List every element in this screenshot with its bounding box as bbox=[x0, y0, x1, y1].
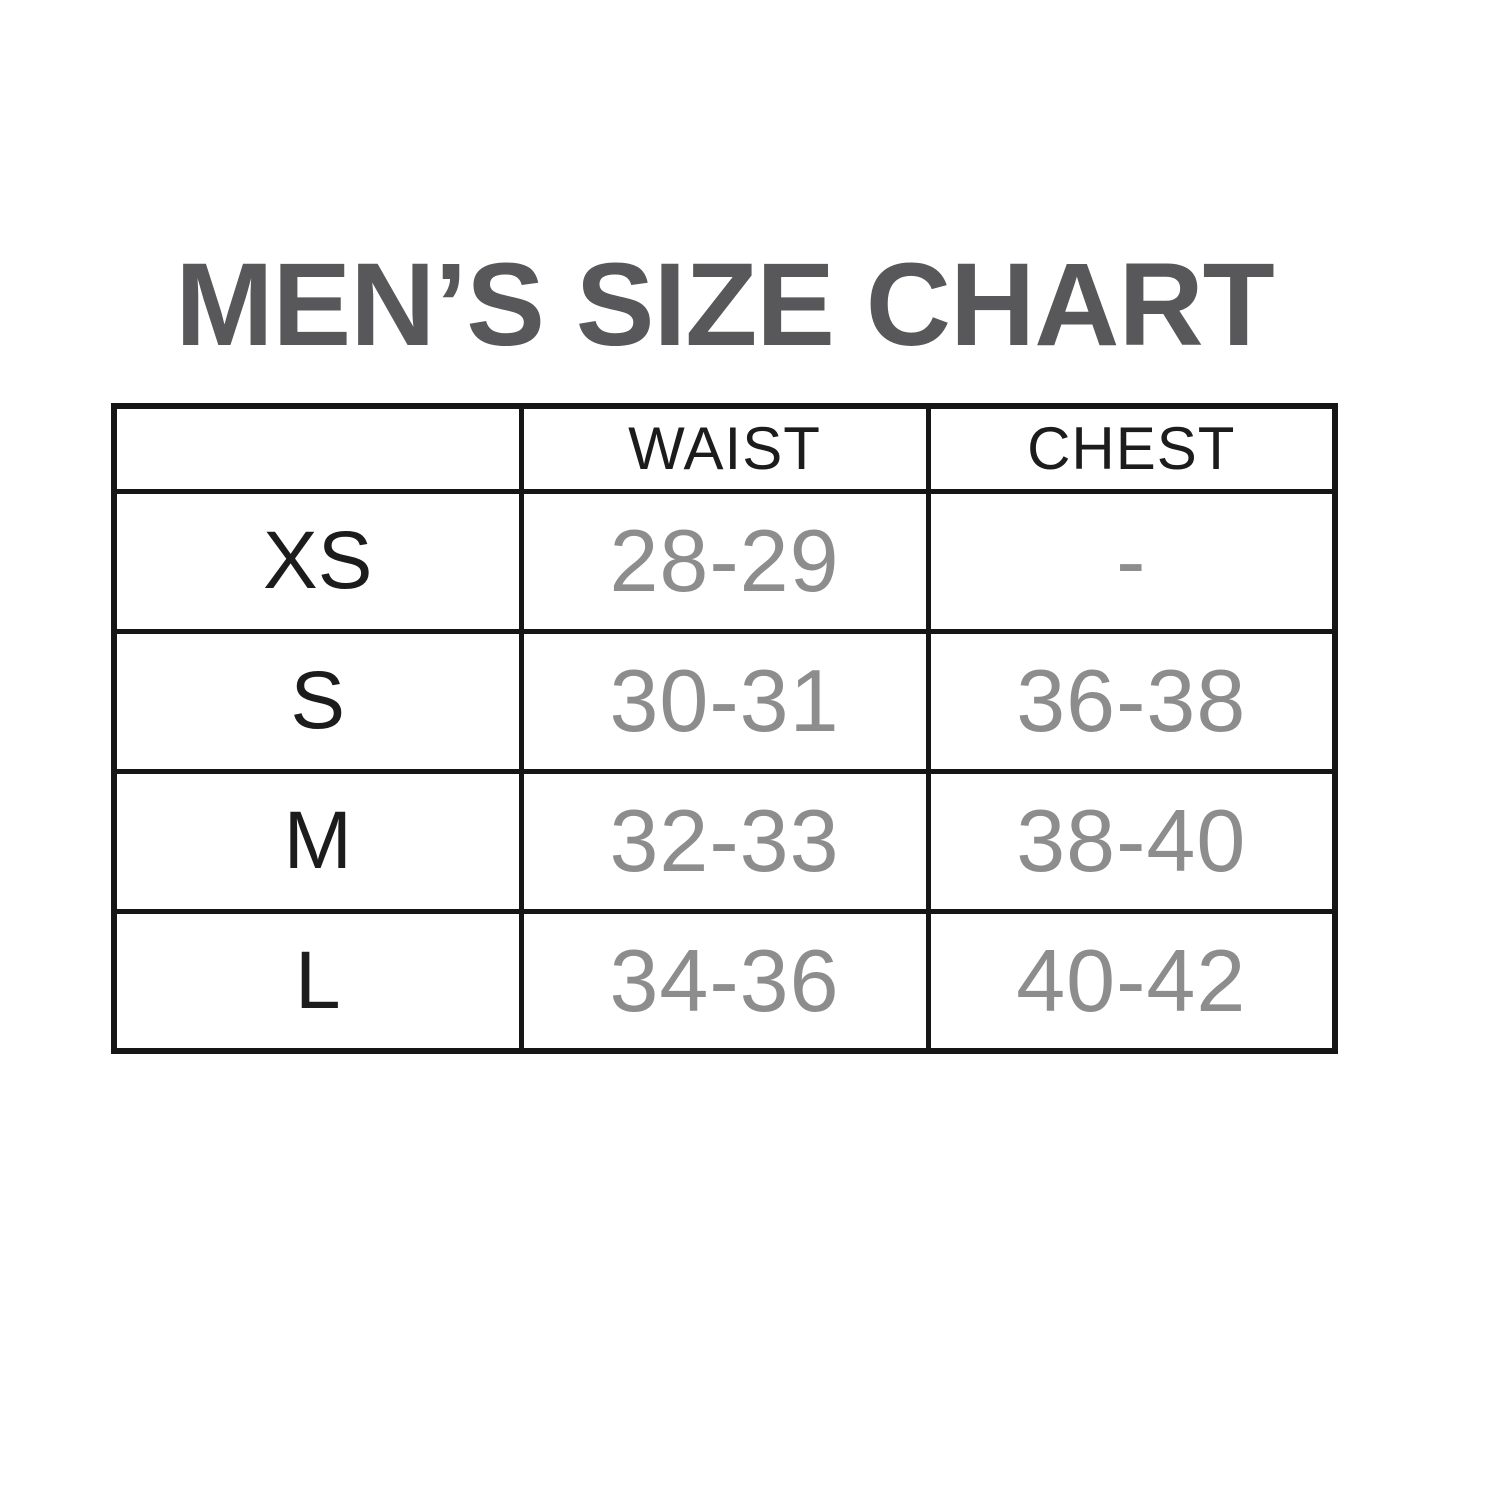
size-label: XS bbox=[111, 488, 524, 634]
table-row: M 32-33 38-40 bbox=[111, 768, 1338, 914]
chest-value: 38-40 bbox=[925, 768, 1338, 914]
table-row: S 30-31 36-38 bbox=[111, 628, 1338, 774]
column-header-waist: WAIST bbox=[518, 403, 931, 494]
size-label: M bbox=[111, 768, 524, 914]
waist-value: 28-29 bbox=[518, 488, 931, 634]
chest-value: 40-42 bbox=[925, 908, 1338, 1054]
chest-value: - bbox=[925, 488, 1338, 634]
waist-value: 32-33 bbox=[518, 768, 931, 914]
chest-value: 36-38 bbox=[925, 628, 1338, 774]
size-label: S bbox=[111, 628, 524, 774]
column-header-chest: CHEST bbox=[925, 403, 1338, 494]
corner-cell bbox=[111, 403, 524, 494]
page-title: MEN’S SIZE CHART bbox=[175, 239, 1275, 371]
waist-value: 30-31 bbox=[518, 628, 931, 774]
table-row: XS 28-29 - bbox=[111, 488, 1338, 634]
waist-value: 34-36 bbox=[518, 908, 931, 1054]
size-label: L bbox=[111, 908, 524, 1054]
size-chart-table: WAIST CHEST XS 28-29 - S 30-31 36-38 M 3… bbox=[111, 403, 1338, 1054]
table-header-row: WAIST CHEST bbox=[111, 403, 1338, 494]
table-row: L 34-36 40-42 bbox=[111, 908, 1338, 1054]
